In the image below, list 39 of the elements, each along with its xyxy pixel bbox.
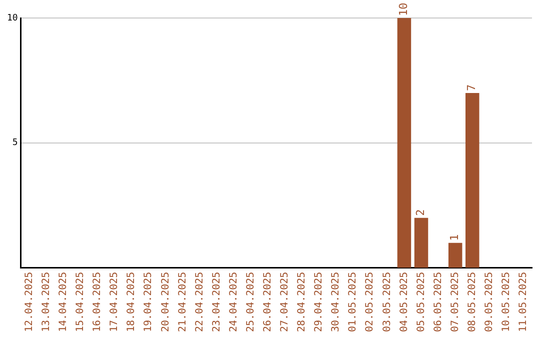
x-tick-label: 21.04.2025 (177, 272, 188, 332)
data-label: 1 (448, 234, 462, 241)
x-tick-label: 11.05.2025 (518, 272, 530, 332)
x-tick-label: 06.05.2025 (432, 272, 444, 332)
bar (465, 92, 480, 268)
x-tick-label: 13.04.2025 (40, 272, 52, 332)
bar (414, 218, 428, 268)
x-tick-label: 09.05.2025 (484, 272, 495, 332)
data-label: 2 (414, 209, 428, 216)
x-tick-label: 14.04.2025 (58, 272, 70, 332)
x-tick-label: 26.04.2025 (262, 272, 274, 332)
x-tick-label: 29.04.2025 (314, 272, 325, 332)
x-tick-label: 07.05.2025 (450, 272, 461, 332)
x-tick-label: 02.05.2025 (364, 272, 376, 332)
data-label: 7 (465, 84, 478, 91)
x-tick-label: 12.04.2025 (24, 272, 35, 332)
x-tick-label: 22.04.2025 (194, 272, 206, 332)
x-tick-label: 18.04.2025 (126, 272, 138, 332)
bar (397, 18, 412, 268)
x-tick-label: 01.05.2025 (348, 272, 359, 332)
y-tick-label: 5 (12, 138, 18, 148)
x-tick-label: 20.04.2025 (160, 272, 172, 332)
x-tick-label: 08.05.2025 (466, 272, 478, 332)
x-tick-label: 04.05.2025 (398, 272, 410, 332)
x-tick-label: 16.04.2025 (92, 272, 104, 332)
x-tick-label: 28.04.2025 (296, 272, 308, 332)
x-tick-label: 05.05.2025 (416, 272, 427, 332)
x-tick-label: 17.04.2025 (109, 272, 120, 332)
data-label: 10 (397, 2, 410, 16)
x-tick-label: 03.05.2025 (382, 272, 393, 332)
x-tick-label: 23.04.2025 (211, 272, 222, 332)
x-tick-label: 19.04.2025 (143, 272, 154, 332)
x-tick-label: 15.04.2025 (75, 272, 86, 332)
bar (448, 242, 462, 268)
x-tick-label: 30.04.2025 (330, 272, 342, 332)
x-tick-label: 25.04.2025 (245, 272, 256, 332)
x-tick-label: 27.04.2025 (280, 272, 291, 332)
x-tick-label: 24.04.2025 (228, 272, 240, 332)
x-tick-label: 10.05.2025 (501, 272, 512, 332)
